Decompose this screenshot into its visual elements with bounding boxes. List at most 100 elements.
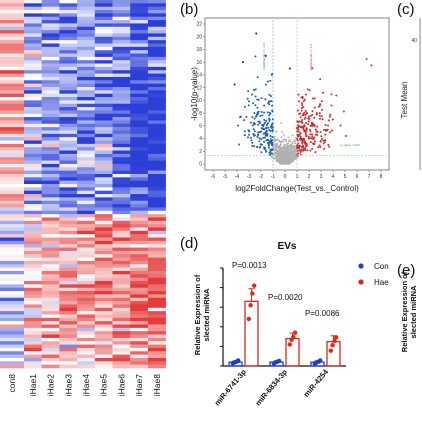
volcano-point-down (252, 89, 255, 92)
heatmap-cell (112, 227, 131, 232)
volcano-point-down (269, 148, 272, 151)
heatmap-cell (59, 304, 78, 309)
heatmap-cell (41, 287, 60, 292)
heatmap-cell (0, 324, 25, 329)
heatmap-cell (59, 301, 78, 305)
heatmap-cell (0, 63, 25, 68)
heatmap-cell (112, 56, 131, 61)
heatmap-cell (41, 100, 60, 105)
heatmap-cell (59, 294, 78, 299)
heatmap-cell (130, 324, 149, 329)
heatmap-cell (41, 3, 60, 7)
volcano-point-down (251, 116, 254, 119)
heatmap-cell (130, 107, 149, 111)
heatmap-cell (77, 187, 96, 191)
heatmap-cell (112, 281, 131, 285)
heatmap-cell (130, 43, 149, 48)
heatmap-cell (0, 70, 25, 74)
heatmap-cell (147, 324, 166, 329)
heatmap-cell (147, 103, 166, 108)
heatmap-cell (130, 184, 149, 188)
heatmap-cell (130, 46, 149, 51)
heatmap-cell (59, 317, 78, 322)
volcano-point-up (297, 128, 300, 131)
volcano-point (285, 151, 288, 154)
volcano-point-up (305, 122, 308, 125)
heatmap-cell (147, 334, 166, 339)
data-point-hae (334, 335, 339, 340)
heatmap-cell (112, 147, 131, 151)
heatmap-cell (147, 291, 166, 295)
heatmap-cell (130, 237, 149, 242)
heatmap-cell (112, 140, 131, 145)
volcano-point (280, 122, 283, 124)
heatmap-cell (77, 297, 96, 302)
heatmap-cell (147, 133, 166, 138)
volcano-point (280, 147, 283, 150)
heatmap-cell (147, 153, 166, 158)
heatmap-cell (77, 220, 96, 225)
volcano-point (290, 149, 292, 152)
heatmap-cell (112, 43, 131, 48)
volcano-point-down (264, 98, 267, 101)
heatmap-cell (77, 234, 96, 238)
heatmap-cell (59, 284, 78, 289)
volcano-point-down (246, 136, 249, 139)
heatmap-cell (130, 274, 149, 278)
heatmap-cell (112, 234, 131, 238)
heatmap-cell (0, 103, 25, 108)
heatmap-cell (147, 107, 166, 111)
heatmap-cell (130, 187, 149, 191)
heatmap-cell (41, 180, 60, 185)
heatmap-cell (59, 291, 78, 295)
volcano-point (281, 152, 284, 155)
heatmap-cell (24, 210, 42, 215)
heatmap-cell (147, 200, 166, 205)
heatmap-cell (24, 220, 42, 225)
heatmap-cell (147, 190, 166, 195)
heatmap-cell (24, 107, 42, 111)
pval-threshold-label: p_value = 0.05 (340, 143, 360, 147)
volcano-point (282, 159, 285, 162)
heatmap-cell (147, 210, 166, 215)
heatmap-cell (130, 247, 149, 252)
volcano-point-up (320, 115, 323, 118)
heatmap-cell (94, 153, 113, 158)
volcano-point-down (265, 119, 268, 122)
volcano-point (289, 140, 292, 143)
heatmap-cell (94, 113, 113, 118)
heatmap-cell (0, 297, 25, 302)
panel-c-y-tick: 40 (411, 38, 417, 44)
heatmap-cell (24, 153, 42, 158)
heatmap-cell (112, 103, 131, 108)
heatmap-cell (41, 324, 60, 329)
heatmap-cell (112, 46, 131, 51)
heatmap-cell (77, 267, 96, 272)
heatmap-cell (94, 331, 113, 335)
heatmap-cell (0, 347, 25, 352)
heatmap-cell (59, 230, 78, 235)
heatmap-cell (77, 16, 96, 21)
heatmap-cell (0, 321, 25, 325)
heatmap-cell (0, 147, 25, 151)
volcano-point-down (251, 141, 254, 144)
volcano-point (282, 147, 285, 150)
heatmap-cell (112, 254, 131, 258)
heatmap-cell (147, 180, 166, 185)
heatmap-cell (94, 167, 113, 171)
heatmap-cell (77, 97, 96, 101)
heatmap-cell (112, 76, 131, 81)
heatmap-cell (59, 267, 78, 272)
heatmap-cell (24, 277, 42, 282)
heatmap-cell (94, 227, 113, 232)
heatmap-cell (41, 301, 60, 305)
volcano-points (233, 32, 373, 165)
heatmap-cell (147, 254, 166, 258)
heatmap-cell (147, 97, 166, 101)
heatmap-cell (147, 123, 166, 128)
volcano-point-down (268, 118, 271, 121)
heatmap-cell (0, 341, 25, 345)
heatmap-cell (59, 341, 78, 345)
volcano-point-up (297, 100, 300, 103)
